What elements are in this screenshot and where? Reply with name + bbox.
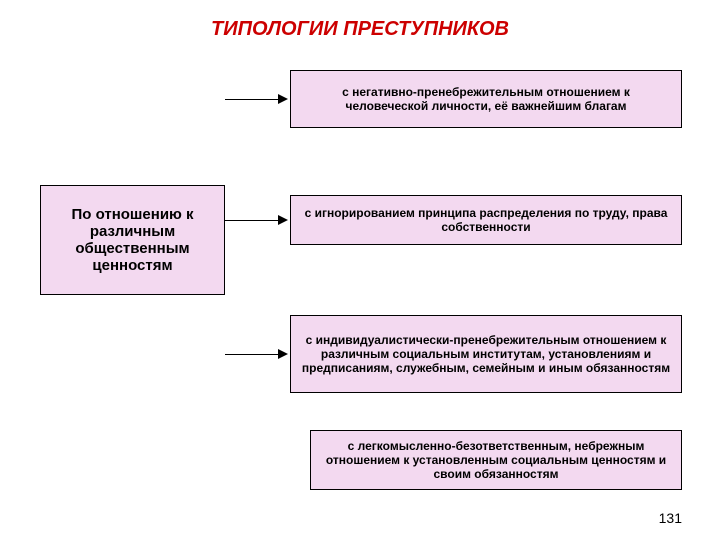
leaf-box-label: с игнорированием принципа распределения … <box>301 206 671 234</box>
arrow-line <box>225 99 280 100</box>
leaf-box: с индивидуалистически-пренебрежительным … <box>290 315 682 393</box>
arrow-line <box>225 220 280 221</box>
leaf-box-label: с негативно-пренебрежительным отношением… <box>301 85 671 113</box>
arrow-head-icon <box>278 349 288 359</box>
arrow-head-icon <box>278 215 288 225</box>
leaf-box: с негативно-пренебрежительным отношением… <box>290 70 682 128</box>
page-number: 131 <box>659 510 682 526</box>
diagram-title: ТИПОЛОГИИ ПРЕСТУПНИКОВ <box>0 0 720 41</box>
leaf-box-label: с индивидуалистически-пренебрежительным … <box>301 333 671 375</box>
leaf-box: с легкомысленно-безответственным, небреж… <box>310 430 682 490</box>
arrow-head-icon <box>278 94 288 104</box>
root-category-box: По отношению к различным общественным це… <box>40 185 225 295</box>
leaf-box: с игнорированием принципа распределения … <box>290 195 682 245</box>
root-category-label: По отношению к различным общественным це… <box>41 206 224 274</box>
arrow-line <box>225 354 280 355</box>
leaf-box-label: с легкомысленно-безответственным, небреж… <box>321 439 671 481</box>
